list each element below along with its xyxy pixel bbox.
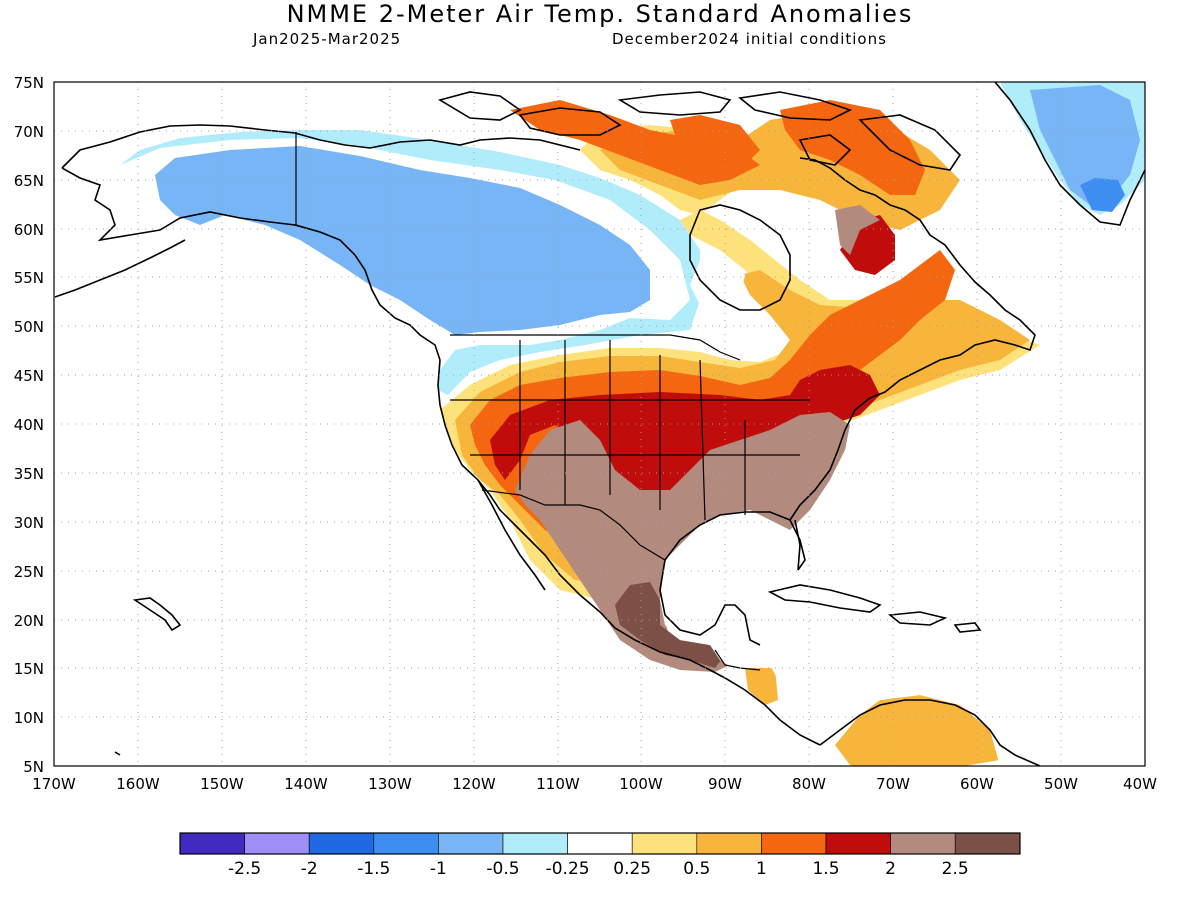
lon-label: 70W [876,775,910,793]
colorbar-label: -1.5 [357,859,390,879]
forecast-period: Jan2025-Mar2025 [253,30,402,48]
lat-label: 20N [14,612,44,630]
colorbar-label: 0.5 [683,859,710,879]
lon-label: 170W [32,775,76,793]
map-frame [53,81,1146,767]
lat-label: 75N [14,74,44,92]
lat-label: 60N [14,221,44,239]
colorbar-label: 2.5 [942,859,969,879]
coastlines [54,82,1145,766]
dark-orange-region-baffin [780,100,925,195]
lat-label: 50N [14,318,44,336]
colorbar-swatch [502,832,568,855]
colorbar-label: -1 [430,859,447,879]
lon-label: 50W [1044,775,1078,793]
colorbar-swatch [308,832,375,855]
dark-orange-region-hudson [670,115,760,165]
map-title: NMME 2-Meter Air Temp. Standard Anomalie… [286,0,914,28]
lat-label: 55N [14,269,44,287]
colorbar-swatch [696,832,762,855]
colorbar-label: -2 [301,859,318,879]
lon-label: 110W [536,775,580,793]
lon-label: 40W [1123,775,1157,793]
colorbar-swatch [954,832,1021,855]
lat-label: 65N [14,172,44,190]
lon-label: 60W [960,775,994,793]
white-region-great-lakes [690,255,745,320]
dark-blue-region-greenland [1080,178,1125,212]
orange-region-central-america [745,668,778,705]
lon-label: 140W [284,775,328,793]
colorbar-label: 1.5 [812,859,839,879]
lon-axis: 170W 160W 150W 140W 130W 120W 110W 100W … [32,775,1157,793]
lon-label: 120W [452,775,496,793]
dark-orange-region-arctic [510,100,760,185]
colorbar-swatch [825,832,891,855]
lat-label: 40N [14,416,44,434]
colorbar-swatch [373,832,439,855]
dark-brown-region-mexico [615,582,725,668]
colorbar-label: 2 [885,859,896,879]
blue-region-greenland [1030,85,1140,205]
lat-label: 15N [14,660,44,678]
lat-label: 45N [14,367,44,385]
colorbar-swatch [890,832,956,855]
colorbar-label: -2.5 [228,859,261,879]
colorbar: -2.5 -2 -1.5 -1 -0.5 -0.25 0.25 0.5 1 1.… [179,832,1021,879]
white-region-gulf [660,515,1145,766]
colorbar-label: -0.5 [486,859,519,879]
political-borders [295,132,810,671]
colorbar-outline [179,832,1021,855]
colorbar-swatch [438,832,504,855]
lat-label: 70N [14,123,44,141]
lat-label: 5N [23,758,44,776]
brown-region-us-mexico [515,412,850,672]
lon-label: 90W [708,775,742,793]
colorbar-swatch [761,832,827,855]
lat-axis: 75N 70N 65N 60N 55N 50N 45N 40N 35N 30N … [14,74,44,776]
lon-label: 130W [368,775,412,793]
colorbar-swatch [631,832,698,855]
lon-label: 100W [619,775,663,793]
lon-label: 80W [792,775,826,793]
colorbar-label: -0.25 [546,859,590,879]
colorbar-swatch [567,832,633,855]
blue-region-west [155,146,650,335]
colorbar-label: 0.25 [613,859,651,879]
lon-label: 160W [116,775,160,793]
anomaly-fields [120,82,1145,766]
lat-label: 35N [14,465,44,483]
colorbar-swatch [179,832,245,855]
colorbar-swatch [244,832,310,855]
lat-label: 30N [14,514,44,532]
lat-label: 10N [14,709,44,727]
lon-label: 150W [200,775,244,793]
lat-label: 25N [14,563,44,581]
orange-region-south-america [835,695,1000,766]
colorbar-label: 1 [756,859,767,879]
initial-conditions: December2024 initial conditions [612,30,887,48]
brown-region-quebec [835,205,880,255]
